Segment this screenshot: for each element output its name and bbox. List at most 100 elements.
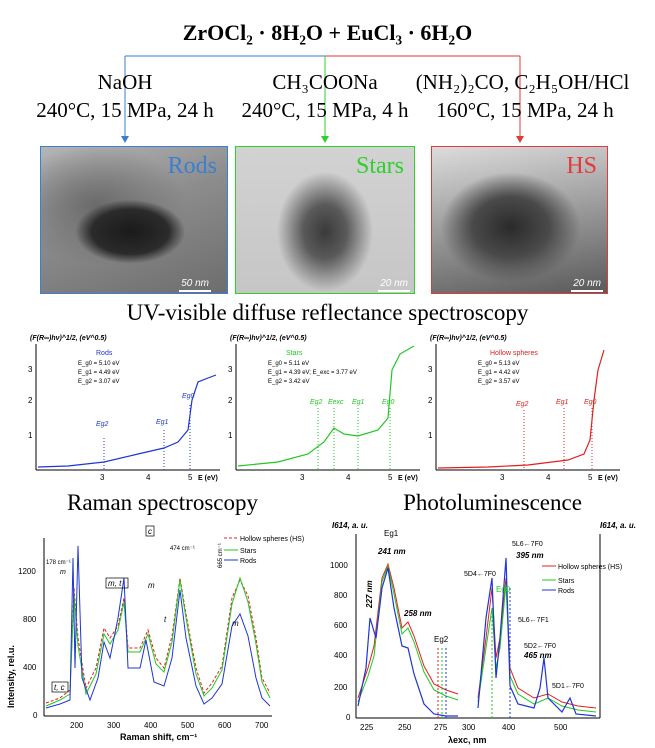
uv-rods-ytick-2: 2 — [28, 396, 33, 405]
uv-rods-xtick-4: 4 — [146, 473, 151, 482]
raman-ann-t: t — [164, 615, 167, 624]
uv-rods-line0: E_g0 = 5.10 eV — [78, 361, 120, 367]
pl-ann-5d2: 5D2←7F0 — [524, 643, 556, 650]
raman-curve-rods — [45, 545, 271, 709]
raman-ann-665: 665 cm⁻¹ — [218, 543, 224, 568]
route-stars-conditions: 240°C, 15 MPa, 4 h — [241, 98, 409, 122]
route-hs-conditions: 160°C, 15 MPa, 24 h — [436, 98, 614, 122]
pl-ann-241: 241 nm — [377, 547, 406, 556]
pl-ann-227: 227 nm — [365, 580, 374, 609]
pl-chart: I614, a. u. I614, a. u. 0 200 400 600 80… — [330, 521, 636, 745]
pl-ytick-200: 200 — [334, 683, 348, 692]
tem-scale-stars: 20 nm — [378, 278, 410, 292]
uv-hs-ytick-1: 1 — [428, 431, 433, 440]
uv-stars-curve — [237, 345, 415, 467]
pl-ann-5d4: 5D4←7F0 — [464, 571, 496, 578]
raman-section-title: Raman spectroscopy — [67, 490, 258, 515]
pl-legend-stars: Stars — [558, 578, 575, 585]
uv-stars-marker-eg2: Eg2 — [310, 399, 323, 406]
uv-hs-ytick-2: 2 — [428, 396, 433, 405]
uv-rods-legend: Rods — [96, 350, 113, 357]
pl-ann-258: 258 nm — [403, 609, 432, 618]
raman-legend-hs: Hollow spheres (HS) — [240, 536, 304, 543]
uv-stars-marker-eg0: Eg0 — [382, 399, 395, 406]
raman-ann-c: c — [148, 527, 152, 536]
pl-ann-eg1: Eg1 — [384, 529, 399, 538]
raman-legend-stars: Stars — [240, 548, 257, 555]
raman-chart: Intensity, rel.u. 0 400 800 1200 200 300… — [6, 525, 304, 742]
uv-rods-marker-eg1: Eg1 — [156, 419, 169, 426]
tem-image-stars: Stars 20 nm — [235, 146, 415, 294]
pl-ytick-0: 0 — [346, 713, 351, 722]
uv-rods-line1: E_g1 = 4.49 eV — [78, 370, 120, 376]
route-stars-reagent: CH₃COONa — [272, 70, 378, 94]
uv-stars-xtick-4: 4 — [346, 473, 351, 482]
uv-rods-ylabel: (F(R∞)hν)^1/2, (eV^0.5) — [30, 334, 107, 342]
raman-xtick-400: 400 — [144, 721, 158, 730]
tem-image-rods: Rods 50 nm — [40, 146, 228, 294]
route-rods-reagent: NaOH — [97, 70, 153, 94]
pl-ylabel-left: I614, a. u. — [332, 521, 368, 530]
uv-hs-line0: E_g0 = 5.13 eV — [478, 361, 520, 367]
uv-rods-line2: E_g2 = 3.07 eV — [78, 379, 120, 385]
pl-xtick-500: 500 — [554, 723, 568, 732]
uv-hs-marker-eg0: Eg0 — [584, 399, 597, 406]
pl-section-title: Photoluminescence — [403, 490, 582, 515]
pl-curve-rods — [357, 567, 458, 717]
uv-hs-curve — [437, 349, 605, 469]
pl-xtick-225: 225 — [360, 723, 374, 732]
uv-hs-line2: E_g2 = 3.57 eV — [478, 379, 520, 385]
raman-xlabel: Raman shift, cm⁻¹ — [120, 732, 197, 742]
uv-rods-xlabel: E (eV) — [198, 475, 218, 482]
raman-ann-m1: m — [60, 569, 66, 576]
uv-rods-ytick-1: 1 — [28, 431, 33, 440]
uv-panel-stars: (F(R∞)hν)^1/2, (eV^0.5) 1 2 3 3 4 5 E (e… — [228, 334, 420, 482]
pl-ytick-800: 800 — [334, 591, 348, 600]
uv-hs-marker-eg1: Eg1 — [556, 399, 569, 406]
raman-legend-rods: Rods — [240, 558, 257, 565]
uv-rods-curve — [37, 374, 217, 468]
pl-ann-395: 395 nm — [516, 551, 544, 560]
uv-hs-xtick-4: 4 — [546, 473, 551, 482]
raman-xtick-500: 500 — [181, 721, 195, 730]
uv-stars-line2: E_g2 = 3.42 eV — [268, 379, 310, 385]
pl-curve-stars — [357, 564, 459, 703]
raman-ytick-1200: 1200 — [18, 567, 36, 576]
raman-xtick-600: 600 — [218, 721, 232, 730]
raman-ylabel: Intensity, rel.u. — [6, 645, 16, 708]
pl-ann-eg2: Eg2 — [434, 635, 449, 644]
pl-curve-hs — [357, 562, 459, 699]
uv-stars-marker-eg1: Eg1 — [352, 399, 365, 406]
pl-legend-rods: Rods — [558, 588, 575, 595]
pl-xtick-300: 300 — [462, 723, 476, 732]
uv-hs-xtick-3: 3 — [500, 473, 505, 482]
uv-stars-xtick-3: 3 — [300, 473, 305, 482]
tem-label-rods: Rods — [167, 153, 217, 179]
route-rods-conditions: 240°C, 15 MPa, 24 h — [36, 98, 214, 122]
pl-xtick-275: 275 — [434, 723, 448, 732]
pl-ann-eg0: Eg0 — [496, 585, 511, 594]
pl-xlabel: λexc, nm — [448, 735, 487, 745]
uv-hs-xlabel: E (eV) — [598, 475, 618, 482]
uv-rods-ytick-3: 3 — [28, 365, 33, 374]
pl-ann-5l6-7f1: 5L6←7F1 — [518, 617, 549, 624]
raman-ann-mt: m, t — [108, 579, 122, 588]
raman-xtick-200: 200 — [70, 721, 84, 730]
uv-panel-rods: (F(R∞)hν)^1/2, (eV^0.5) 1 2 3 3 4 5 E (e… — [28, 334, 220, 482]
uv-stars-ylabel: (F(R∞)hν)^1/2, (eV^0.5) — [230, 334, 307, 342]
uv-stars-ytick-2: 2 — [228, 396, 233, 405]
pl-ytick-600: 600 — [334, 621, 348, 630]
uv-stars-marker-eexc: Eexc — [328, 399, 344, 406]
raman-ann-m2: m — [148, 581, 155, 590]
uv-stars-xlabel: E (eV) — [398, 475, 418, 482]
uv-rods-xtick-3: 3 — [100, 473, 105, 482]
uv-rods-marker-eg0: Eg0 — [182, 393, 195, 400]
uv-hs-ytick-3: 3 — [428, 365, 433, 374]
uv-stars-xtick-5: 5 — [388, 473, 393, 482]
uv-stars-ytick-3: 3 — [228, 365, 233, 374]
tem-scale-hs: 20 nm — [571, 278, 603, 292]
uv-section-title: UV-visible diffuse reflectance spectrosc… — [126, 300, 529, 325]
raman-ann-m3: m — [232, 619, 239, 628]
uv-rods-xtick-5: 5 — [188, 473, 193, 482]
raman-ytick-0: 0 — [33, 711, 38, 720]
